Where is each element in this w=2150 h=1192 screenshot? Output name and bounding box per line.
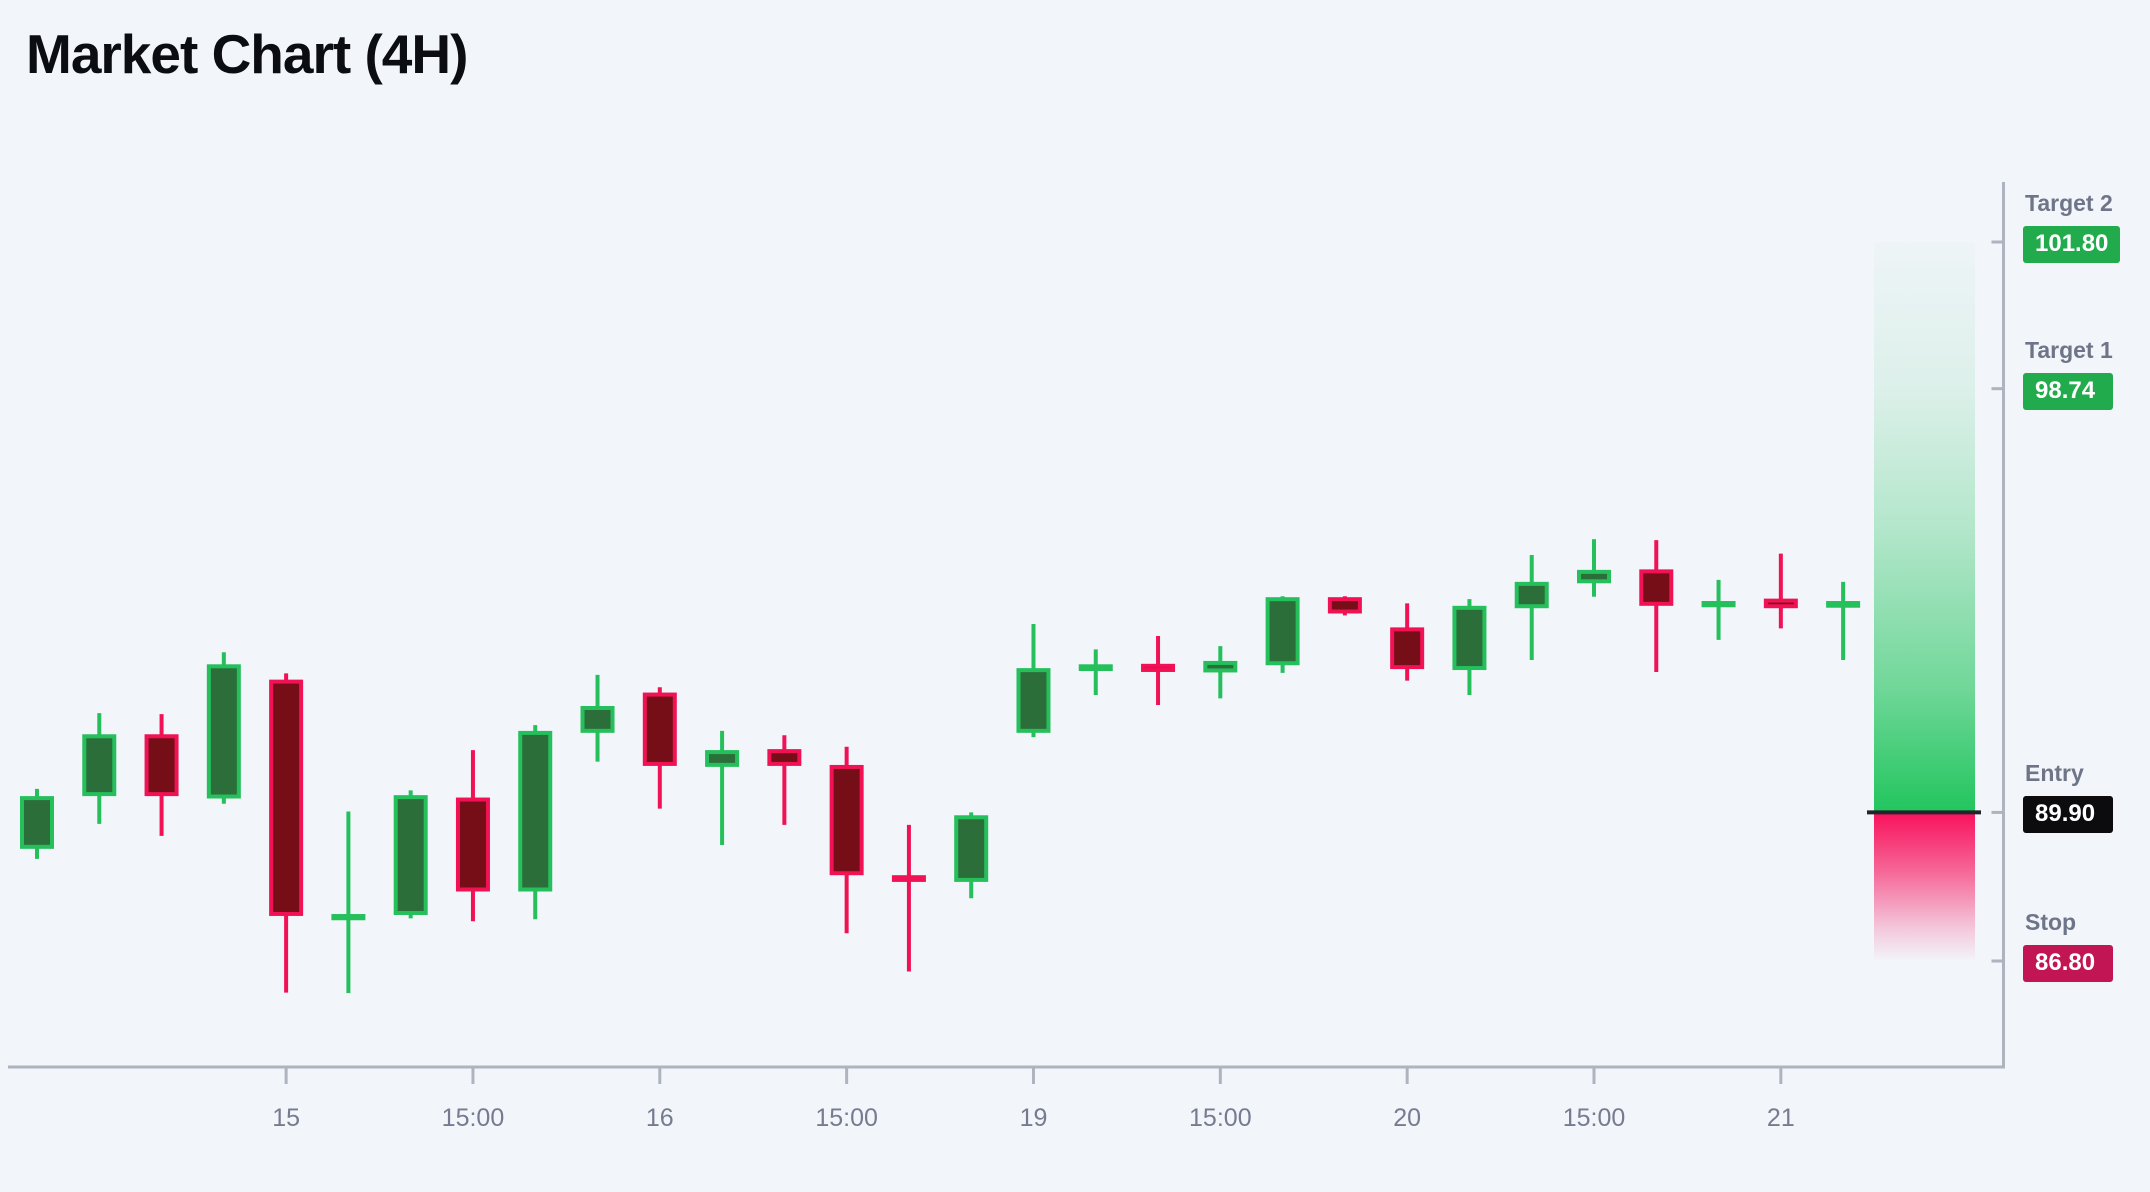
candle-body [1327, 597, 1362, 614]
level-entry: Entry 89.90 [2023, 760, 2143, 834]
candle-body [891, 875, 926, 882]
target-zone-gradient [1874, 242, 1975, 813]
up-candle [331, 811, 366, 994]
level-price-badge: 89.90 [2023, 796, 2113, 834]
candle-body [20, 796, 54, 849]
down-candle [455, 750, 490, 922]
down-candle [269, 673, 304, 993]
candle-body [1514, 581, 1549, 609]
x-axis-tick-label: 15:00 [815, 1104, 878, 1132]
level-price-badge: 86.80 [2023, 945, 2113, 982]
x-axis-tick-label: 15:00 [1563, 1104, 1626, 1132]
candle-body [206, 664, 241, 799]
x-axis-tick-label: 16 [646, 1104, 674, 1132]
up-candle [580, 674, 615, 762]
x-axis-tick-label: 19 [1020, 1104, 1048, 1132]
up-candle [393, 790, 428, 919]
candle-body [954, 815, 989, 882]
candle-body [331, 914, 366, 921]
down-candle [642, 687, 677, 809]
stop-zone-gradient [1874, 812, 1975, 961]
up-candle [206, 652, 241, 804]
up-candle [1577, 539, 1611, 597]
up-candle [1078, 649, 1113, 695]
level-label: Target 1 [2025, 336, 2113, 363]
level-stop: Stop 86.80 [2023, 909, 2143, 982]
down-candle [1639, 540, 1674, 672]
candle-body [144, 734, 179, 797]
candle-body [1452, 605, 1487, 671]
up-candle [518, 725, 553, 920]
down-candle [1390, 603, 1425, 681]
down-candle [891, 824, 926, 972]
candle-body [580, 705, 615, 733]
down-candle [767, 735, 802, 825]
down-candle [1763, 553, 1798, 629]
up-candle [1514, 555, 1549, 660]
x-axis-tick-label: 15 [272, 1104, 300, 1132]
candle-body [82, 734, 117, 797]
up-candle [82, 713, 117, 824]
level-price-badge: 101.80 [2023, 226, 2121, 263]
candle-body [705, 750, 740, 767]
down-candle [144, 714, 179, 836]
up-candle [1016, 624, 1051, 738]
up-candle [1265, 596, 1300, 673]
candle-body [1265, 597, 1300, 666]
candle-body [829, 764, 864, 876]
up-candle [705, 730, 740, 846]
level-label: Entry [2025, 760, 2084, 787]
x-axis-tick-label: 20 [1393, 1104, 1421, 1132]
level-price-badge: 98.74 [2023, 372, 2113, 410]
candle-body [1078, 664, 1113, 672]
level-target-1: Target 1 98.74 [2023, 337, 2143, 410]
candle-body [1390, 627, 1425, 670]
candle-body [1016, 668, 1051, 733]
candle-body [1577, 569, 1611, 584]
level-target-2: Target 2 101.80 [2023, 190, 2143, 263]
candle-body [1763, 598, 1798, 609]
candle-body [1826, 601, 1861, 608]
candle-body [518, 730, 553, 892]
down-candle [1327, 596, 1362, 616]
up-candle [20, 788, 54, 859]
up-candle [1826, 581, 1861, 660]
level-label: Target 2 [2025, 190, 2113, 216]
candle-body [1639, 569, 1674, 606]
up-candle [1203, 646, 1238, 699]
x-axis-tick-label: 21 [1767, 1104, 1795, 1132]
down-candle [829, 746, 864, 934]
level-label: Stop [2025, 909, 2077, 935]
up-candle [954, 812, 989, 899]
candle-body [1701, 601, 1736, 608]
candle-body [767, 749, 802, 766]
down-candle [1141, 636, 1176, 706]
candle-body [1203, 660, 1238, 673]
up-candle [1701, 579, 1736, 640]
x-axis-tick-label: 15:00 [1189, 1104, 1252, 1132]
candle-body [1141, 663, 1176, 672]
x-axis-tick-label: 15:00 [442, 1104, 505, 1132]
candle-body [269, 679, 304, 916]
up-candle [1452, 599, 1487, 695]
candle-body [393, 795, 428, 915]
candle-body [455, 797, 490, 892]
candle-body [642, 692, 677, 766]
chart-title: Market Chart (4H) [26, 23, 468, 85]
